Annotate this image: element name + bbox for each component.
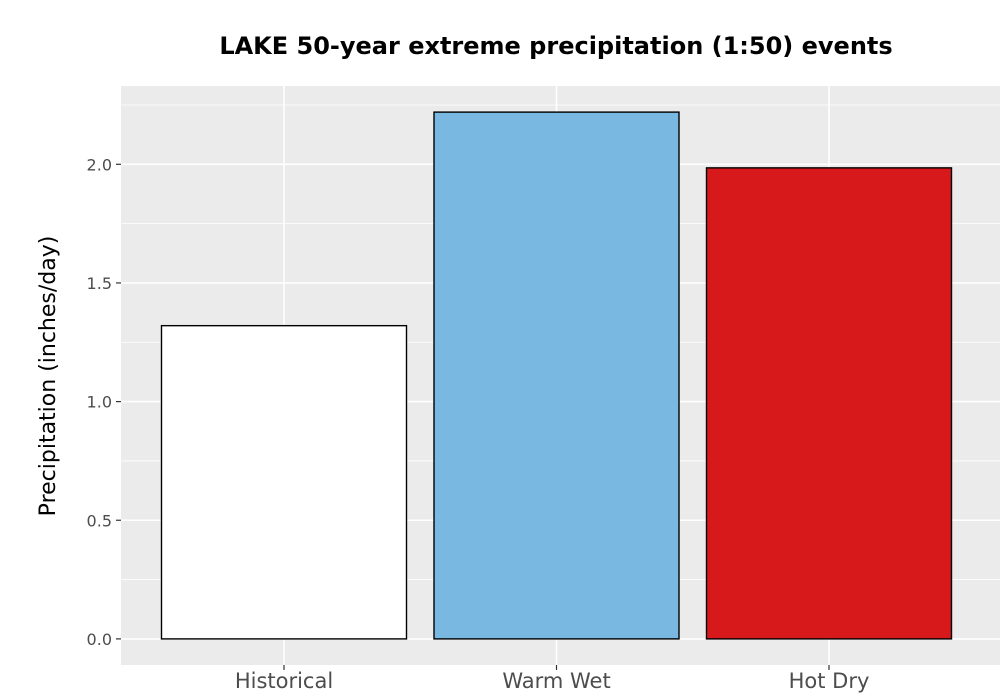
bar-hot-dry	[705, 167, 953, 640]
x-tick-label: Historical	[235, 669, 333, 693]
chart-title: LAKE 50-year extreme precipitation (1:50…	[219, 32, 892, 60]
bars	[160, 111, 953, 640]
bar-historical	[160, 324, 408, 640]
y-axis-label: Precipitation (inches/day)	[36, 236, 61, 517]
bar-warm-wet	[433, 111, 680, 640]
y-tick-label: 0.5	[87, 511, 112, 530]
x-tick-label: Warm Wet	[502, 669, 610, 693]
x-tick-label: Hot Dry	[789, 669, 870, 693]
y-tick-label: 0.0	[87, 630, 112, 649]
y-axis: 0.0 0.5 1.0 1.5 2.0	[87, 155, 121, 649]
y-tick-label: 1.0	[87, 393, 112, 412]
x-axis: Historical Warm Wet Hot Dry	[235, 665, 870, 693]
y-tick-label: 1.5	[87, 274, 112, 293]
y-tick-label: 2.0	[87, 155, 112, 174]
